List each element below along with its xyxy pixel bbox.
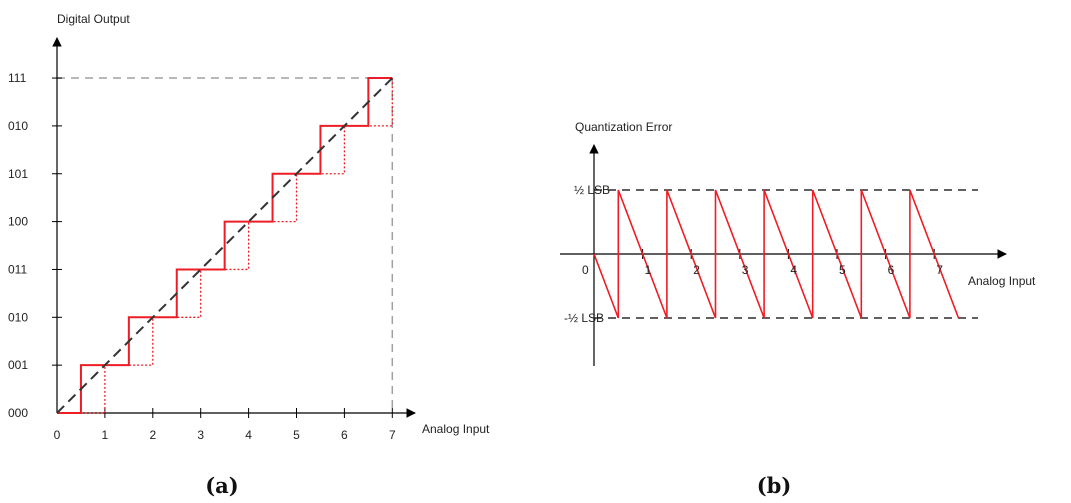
a-y-axis-label: Digital Output bbox=[57, 12, 130, 26]
b-x-tick-label: 0 bbox=[582, 263, 589, 277]
a-series-group bbox=[56, 77, 394, 414]
b-x-tick-label: 4 bbox=[790, 263, 797, 277]
caption-a: (a) bbox=[205, 473, 238, 498]
a-y-tick-label: 100 bbox=[8, 215, 28, 229]
b-x-tick-label: 5 bbox=[839, 263, 846, 277]
b-x-tick-label: 3 bbox=[742, 263, 749, 277]
a-y-tick-labels: 000 001 010 011 100 101 010 111 bbox=[8, 71, 28, 420]
a-x-tick-label: 0 bbox=[54, 428, 61, 442]
a-y-tick-label: 010 bbox=[8, 310, 28, 324]
b-series-group bbox=[593, 189, 960, 319]
quantization-error-plot: 0 1 2 3 4 5 6 7 Quantization Error Analog Input… bbox=[560, 120, 1036, 498]
a-x-tick-label: 3 bbox=[197, 428, 204, 442]
b-x-tick-label: 7 bbox=[936, 263, 943, 277]
caption-b: (b) bbox=[757, 473, 792, 498]
a-y-tick-label: 001 bbox=[8, 358, 28, 372]
a-x-tick-label: 5 bbox=[293, 428, 300, 442]
b-x-axis-label: Analog Input bbox=[968, 274, 1036, 288]
b-x-tick-label: 2 bbox=[693, 263, 700, 277]
a-x-tick-labels: 0 1 2 3 4 5 6 7 bbox=[54, 428, 396, 442]
a-y-tick-label: 101 bbox=[8, 167, 28, 181]
a-x-axis-label: Analog Input bbox=[422, 422, 490, 436]
b-x-tick-labels: 0 1 2 3 4 5 6 7 bbox=[582, 263, 943, 277]
a-x-tick-label: 2 bbox=[149, 428, 156, 442]
b-x-tick-label: 6 bbox=[888, 263, 895, 277]
a-x-tick-label: 6 bbox=[341, 428, 348, 442]
a-y-tick-label: 111 bbox=[8, 71, 27, 85]
b-level-lines bbox=[594, 189, 978, 319]
b-error-sawtooth-line bbox=[593, 189, 960, 319]
b-level-neg-label: -½ LSB bbox=[564, 311, 604, 325]
b-x-tick-label: 1 bbox=[645, 263, 652, 277]
transfer-function-plot: 0 1 2 3 4 5 6 7 000 001 010 011 100 101 010 111 Digita… bbox=[8, 12, 490, 498]
b-level-pos-label: ½ LSB bbox=[574, 183, 610, 197]
a-x-tick-label: 7 bbox=[389, 428, 396, 442]
a-y-tick-label: 010 bbox=[8, 119, 28, 133]
a-x-tick-label: 1 bbox=[102, 428, 109, 442]
a-y-tick-label: 011 bbox=[8, 262, 27, 276]
a-x-tick-label: 4 bbox=[245, 428, 252, 442]
a-y-tick-label: 000 bbox=[8, 406, 28, 420]
b-y-axis-label: Quantization Error bbox=[575, 120, 672, 134]
